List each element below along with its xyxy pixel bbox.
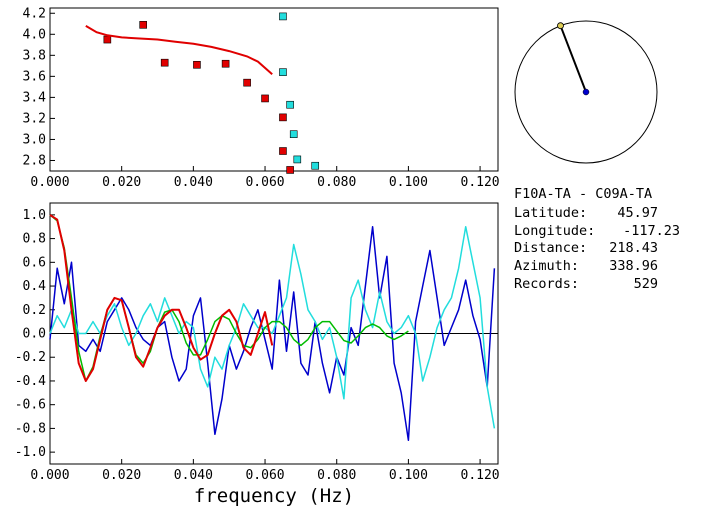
dispersion-y-tick-label-2: 3.2 <box>23 111 46 126</box>
dispersion-point-red-squares-2 <box>160 58 169 67</box>
dispersion-point-cyan-squares-3 <box>289 130 298 138</box>
correlation-series <box>49 214 496 442</box>
correlation-series-blue <box>49 225 496 442</box>
azimuth-value: 338.96 <box>609 258 658 274</box>
distance-value: 218.43 <box>609 240 658 256</box>
center-station-marker <box>582 88 590 96</box>
correlation-x-tick-label-0: 0.000 <box>30 468 69 483</box>
correlation-x-tick-label-4: 0.080 <box>317 468 356 483</box>
correlation-y-tick-label-4: 0.2 <box>23 303 46 318</box>
azimuth-label: Azimuth: <box>514 258 579 274</box>
dispersion-plot: 2.8 3.0 3.2 3.4 3.6 3.8 4.0 4.2 0.000 0.020 0.040… <box>23 6 500 190</box>
dispersion-series <box>85 12 320 174</box>
dispersion-y-ticks: 2.8 3.0 3.2 3.4 3.6 3.8 4.0 4.2 <box>23 6 55 168</box>
dispersion-point-red-squares-4 <box>221 59 230 68</box>
correlation-x-tick-label-1: 0.020 <box>102 468 141 483</box>
x-axis-label: frequency (Hz) <box>194 485 354 507</box>
correlation-series-cyan <box>49 225 496 429</box>
correlation-x-tick-label-6: 0.120 <box>461 468 500 483</box>
correlation-y-tick-label-8: -0.6 <box>15 398 46 413</box>
records-value: 529 <box>634 276 658 292</box>
correlation-y-tick-label-6: -0.2 <box>15 350 46 365</box>
dispersion-point-cyan-squares-1 <box>279 68 287 76</box>
dispersion-x-tick-label-5: 0.100 <box>389 175 428 190</box>
distance-label: Distance: <box>514 240 587 256</box>
dispersion-y-tick-label-3: 3.4 <box>23 90 47 105</box>
correlation-plot: 1.0 0.8 0.6 0.4 0.2 0.0 -0.2 -0.4 -0.6 -0.8 -1.0 0… <box>15 202 500 507</box>
longitude-value: -117.23 <box>623 223 680 239</box>
dispersion-point-red-squares-7 <box>279 113 287 122</box>
dispersion-y-tick-label-7: 4.2 <box>23 6 46 21</box>
dispersion-point-cyan-squares-4 <box>293 155 302 164</box>
records-label: Records: <box>514 276 579 292</box>
dispersion-x-tick-label-1: 0.020 <box>102 175 141 190</box>
correlation-series-red <box>49 214 274 382</box>
dispersion-x-tick-label-4: 0.080 <box>317 175 356 190</box>
latitude-value: 45.97 <box>617 205 658 221</box>
correlation-y-tick-label-9: -0.8 <box>15 421 46 436</box>
dispersion-y-tick-label-1: 3.0 <box>23 132 46 147</box>
dispersion-point-cyan-squares-0 <box>279 12 287 21</box>
dispersion-point-red-squares-8 <box>279 147 287 155</box>
dispersion-point-red-squares-6 <box>261 94 269 103</box>
dispersion-y-tick-label-6: 4.0 <box>23 27 46 42</box>
correlation-x-tick-label-5: 0.100 <box>389 468 428 483</box>
correlation-y-tick-label-0: 1.0 <box>23 208 46 223</box>
correlation-x-tick-label-3: 0.060 <box>245 468 284 483</box>
dispersion-point-cyan-squares-5 <box>311 161 320 170</box>
dispersion-x-tick-label-0: 0.000 <box>30 175 69 190</box>
azimuth-line <box>559 25 587 93</box>
correlation-y-tick-label-10: -1.0 <box>15 445 46 460</box>
correlation-y-tick-label-1: 0.8 <box>23 232 46 247</box>
correlation-y-tick-label-7: -0.4 <box>15 374 46 389</box>
latitude-label: Latitude: <box>514 205 587 221</box>
dispersion-y-tick-label-5: 3.8 <box>23 48 46 63</box>
station-circle <box>514 20 658 164</box>
dispersion-y-tick-label-0: 2.8 <box>23 153 46 168</box>
dispersion-y-tick-label-4: 3.6 <box>23 69 46 84</box>
correlation-x-ticks: 0.000 0.020 0.040 0.060 0.080 0.100 0.120 <box>30 459 500 483</box>
dispersion-x-tick-label-3: 0.060 <box>245 175 284 190</box>
correlation-y-ticks: 1.0 0.8 0.6 0.4 0.2 0.0 -0.2 -0.4 -0.6 -0.8 -1.0 <box>15 208 55 460</box>
dispersion-x-ticks: 0.000 0.020 0.040 0.060 0.080 0.100 0.120 <box>30 166 500 190</box>
dispersion-curve-red-curve <box>85 25 273 76</box>
azimuth-circle-map <box>514 20 658 164</box>
correlation-y-tick-label-3: 0.4 <box>23 279 47 294</box>
correlation-y-tick-label-5: 0.0 <box>23 327 46 342</box>
longitude-label: Longitude: <box>514 223 595 239</box>
station-info: F10A-TA - C09A-TA Latitude: 45.97 Longit… <box>514 186 680 292</box>
dispersion-x-tick-label-6: 0.120 <box>461 175 500 190</box>
correlation-y-tick-label-2: 0.6 <box>23 255 46 270</box>
dispersion-x-tick-label-2: 0.040 <box>174 175 213 190</box>
dispersion-point-red-squares-0 <box>103 35 112 44</box>
station-pair: F10A-TA - C09A-TA <box>514 186 652 202</box>
correlation-series-green <box>49 214 409 382</box>
dispersion-point-cyan-squares-2 <box>286 100 294 109</box>
dispersion-point-red-squares-5 <box>243 78 251 87</box>
dispersion-point-red-squares-1 <box>139 21 147 29</box>
remote-station-marker <box>557 22 564 30</box>
dispersion-plot-frame <box>49 7 499 172</box>
dispersion-point-red-squares-9 <box>286 166 294 174</box>
dispersion-point-red-squares-3 <box>193 60 201 69</box>
correlation-x-tick-label-2: 0.040 <box>174 468 213 483</box>
